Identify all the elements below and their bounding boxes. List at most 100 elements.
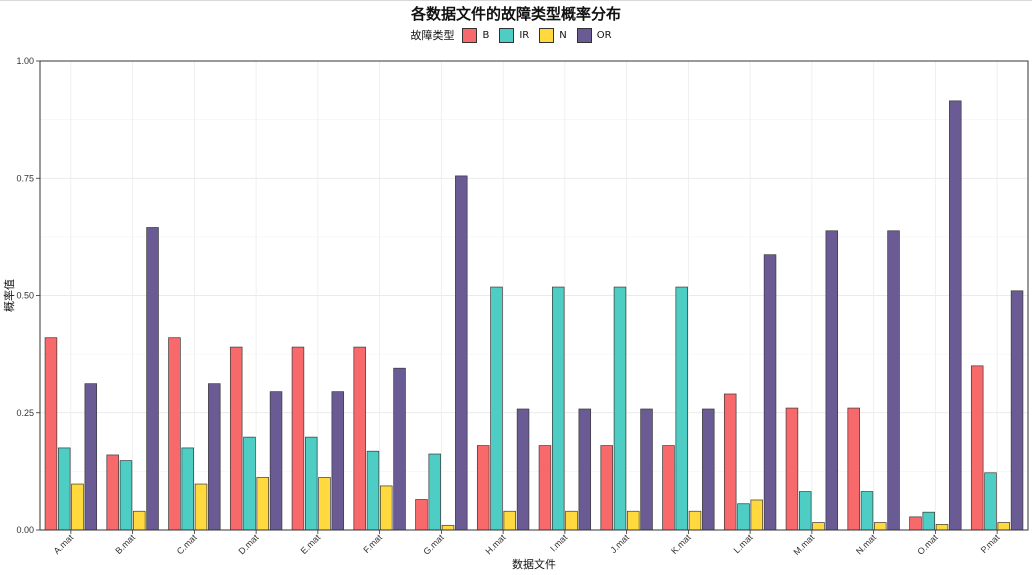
bar-b-g-mat (415, 499, 428, 531)
bar-b-a-mat (44, 337, 58, 531)
bar-n-c-mat (194, 483, 208, 531)
bar-or-e-mat (331, 391, 345, 531)
x-tick-label: O.mat (915, 532, 940, 557)
top-border (0, 0, 1032, 1)
bar-ir-d-mat (243, 436, 256, 531)
legend: 故障类型 B IR N OR (0, 27, 1032, 43)
legend-label-ir: IR (519, 29, 530, 41)
x-tick-label: P.mat (979, 532, 1002, 555)
bar-n-f-mat (380, 485, 393, 531)
bar-ir-c-mat (181, 447, 194, 531)
bar-ir-a-mat (57, 447, 71, 531)
bar-ir-k-mat (675, 286, 688, 531)
bar-b-p-mat (970, 365, 984, 531)
y-tick-label: 1.00 (16, 56, 34, 66)
bar-n-l-mat (750, 499, 764, 531)
bar-ir-i-mat (551, 286, 565, 531)
bar-ir-l-mat (737, 503, 750, 531)
bar-b-h-mat (476, 445, 490, 531)
bar-or-k-mat (702, 408, 715, 531)
bar-b-k-mat (662, 445, 675, 531)
bar-or-h-mat (516, 408, 530, 531)
bar-or-g-mat (455, 175, 468, 531)
legend-key-or (576, 27, 592, 43)
bar-n-a-mat (71, 483, 84, 531)
bar-b-d-mat (229, 346, 243, 531)
bar-or-m-mat (825, 230, 839, 531)
y-axis: 0.00 0.25 0.50 0.75 1.00 (16, 56, 40, 535)
bar-ir-g-mat (428, 453, 441, 531)
bar-ir-n-mat (860, 491, 874, 531)
bar-n-d-mat (256, 477, 270, 531)
bar-ir-b-mat (119, 460, 133, 531)
bar-or-b-mat (146, 227, 159, 531)
y-tick-label: 0.00 (16, 525, 34, 535)
chart-title: 各数据文件的故障类型概率分布 (410, 5, 621, 23)
bar-ir-j-mat (613, 286, 627, 531)
legend-key-b (462, 27, 478, 43)
y-tick-label: 0.50 (16, 291, 34, 301)
legend-label-n: N (559, 29, 567, 41)
y-tick-label: 0.75 (16, 173, 34, 183)
bar-n-g-mat (441, 524, 455, 531)
bar-b-e-mat (291, 346, 305, 531)
bar-n-n-mat (874, 522, 887, 531)
x-tick-label: K.mat (669, 532, 693, 556)
bar-b-f-mat (353, 346, 366, 531)
bar-n-b-mat (133, 510, 146, 531)
legend-item-ir: IR (499, 27, 530, 43)
x-tick-label: L.mat (732, 532, 755, 555)
bar-b-l-mat (723, 393, 737, 531)
bar-ir-h-mat (490, 286, 503, 531)
x-axis: A.mat B.mat C.mat D.mat E.mat F.mat G.mat H.mat… (52, 530, 1002, 557)
bar-or-c-mat (208, 383, 221, 531)
bar-ir-f-mat (366, 450, 380, 531)
legend-item-or: OR (576, 27, 612, 43)
x-tick-label: E.mat (299, 532, 323, 556)
y-tick-label: 0.25 (16, 408, 34, 418)
bar-n-i-mat (565, 510, 578, 531)
bar-n-e-mat (318, 477, 331, 531)
bar-n-h-mat (503, 510, 517, 531)
bar-ir-e-mat (304, 436, 318, 531)
x-tick-label: A.mat (52, 532, 76, 556)
x-tick-label: J.mat (608, 532, 631, 555)
x-axis-title: 数据文件 (512, 557, 556, 571)
bar-n-j-mat (627, 510, 640, 531)
x-tick-label: I.mat (548, 532, 570, 554)
bar-b-j-mat (600, 445, 613, 531)
bar-b-b-mat (106, 454, 119, 531)
x-tick-label: D.mat (236, 532, 260, 556)
bars (44, 100, 1024, 531)
legend-key-ir (499, 27, 515, 43)
legend-item-b: B (462, 27, 489, 43)
bar-n-p-mat (997, 522, 1011, 531)
bar-n-m-mat (812, 522, 825, 531)
x-tick-label: H.mat (483, 532, 507, 556)
x-tick-label: N.mat (854, 532, 878, 556)
bar-or-a-mat (84, 383, 98, 531)
x-tick-label: B.mat (113, 532, 137, 556)
bar-or-d-mat (269, 391, 283, 531)
x-tick-label: F.mat (361, 532, 384, 555)
x-tick-label: G.mat (421, 532, 446, 557)
legend-item-n: N (539, 27, 567, 43)
x-tick-label: M.mat (792, 532, 817, 557)
x-tick-label: C.mat (175, 532, 199, 556)
y-axis-title: 概率值 (2, 279, 16, 312)
bar-ir-p-mat (984, 472, 997, 531)
legend-label-or: OR (596, 29, 612, 41)
bar-or-j-mat (640, 408, 653, 531)
bar-b-o-mat (909, 516, 922, 531)
legend-key-n (539, 27, 555, 43)
bar-or-p-mat (1010, 290, 1024, 531)
bar-ir-o-mat (922, 511, 935, 531)
bar-b-n-mat (847, 407, 860, 531)
bar-or-f-mat (393, 367, 406, 531)
bar-or-i-mat (578, 408, 592, 531)
bar-b-m-mat (785, 407, 799, 531)
bar-n-o-mat (935, 524, 949, 531)
bar-or-o-mat (949, 100, 962, 531)
bar-n-k-mat (688, 510, 702, 531)
